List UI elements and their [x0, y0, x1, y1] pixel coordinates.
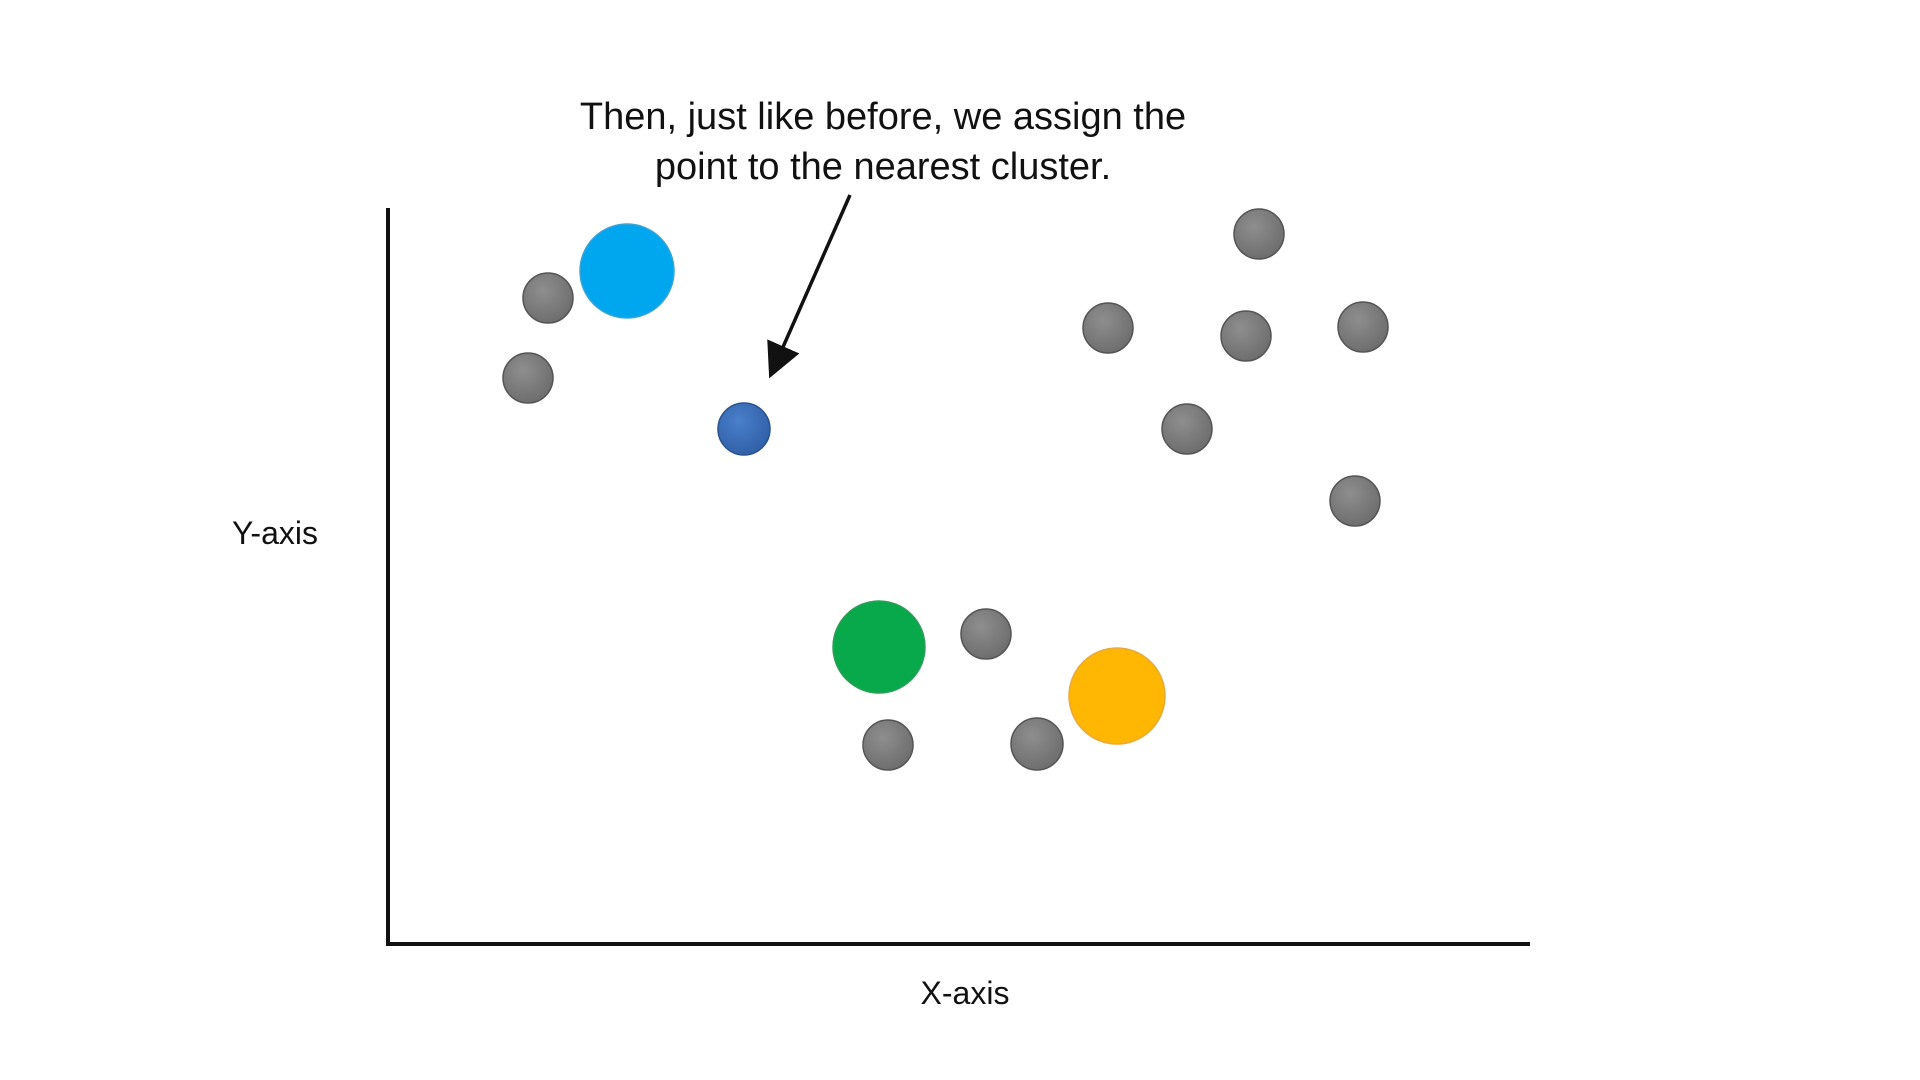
- annotation-text: Then, just like before, we assign the po…: [500, 92, 1266, 192]
- annotation-line-1: Then, just like before, we assign the: [579, 96, 1187, 138]
- y-axis-label: Y-axis: [232, 515, 318, 551]
- centroid-orange: [1068, 647, 1166, 745]
- new-point: [717, 402, 771, 456]
- data-point: [1161, 403, 1213, 455]
- data-point: [1082, 302, 1134, 354]
- data-point: [862, 719, 914, 771]
- data-point: [1329, 475, 1381, 527]
- data-point: [960, 608, 1012, 660]
- data-point: [1220, 310, 1272, 362]
- centroid-light-blue: [579, 223, 675, 319]
- centroid-green: [832, 600, 926, 694]
- data-point: [1233, 208, 1285, 260]
- annotation-line-2: point to the nearest cluster.: [654, 146, 1112, 188]
- annotation-arrow: [767, 194, 852, 379]
- data-point: [1010, 717, 1064, 771]
- data-point: [522, 272, 574, 324]
- x-axis-label: X-axis: [920, 975, 1010, 1011]
- data-point: [1337, 301, 1389, 353]
- data-point: [502, 352, 554, 404]
